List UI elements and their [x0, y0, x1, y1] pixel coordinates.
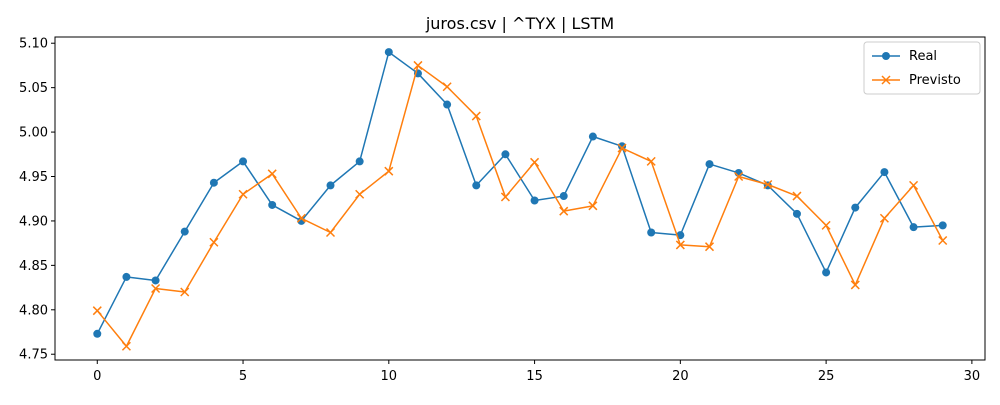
x-tick-label: 5 [239, 369, 247, 384]
y-tick-label: 5.10 [19, 37, 48, 52]
data-point-real [180, 227, 189, 236]
data-point-real [443, 100, 452, 109]
y-tick-label: 5.05 [19, 81, 48, 96]
y-axis: 4.75 4.80 4.85 4.90 4.95 5.00 5.05 5.10 [19, 37, 55, 363]
data-point-previsto [180, 287, 190, 297]
data-point-previsto [413, 60, 423, 70]
data-point-real [588, 132, 597, 141]
series-line-real [96, 51, 943, 335]
x-tick-label: 20 [672, 369, 689, 384]
data-point-previsto [530, 157, 540, 167]
data-point-previsto [734, 171, 744, 182]
y-tick-label: 4.80 [19, 303, 48, 318]
data-point-real [93, 329, 102, 338]
y-tick-label: 4.90 [19, 214, 48, 229]
data-point-real [472, 181, 481, 190]
data-point-previsto [617, 143, 627, 153]
data-point-real [647, 228, 656, 237]
legend-entry-real: Real [872, 49, 937, 64]
data-point-real [151, 276, 160, 285]
data-point-previsto [442, 82, 452, 92]
data-point-previsto [355, 189, 365, 199]
data-point-previsto [850, 280, 860, 290]
data-point-previsto [500, 192, 510, 202]
legend-label-real: Real [909, 49, 937, 64]
data-point-previsto [559, 206, 569, 216]
data-point-real [326, 181, 335, 190]
data-point-previsto [763, 179, 773, 190]
data-point-previsto [296, 213, 306, 223]
x-tick-label: 0 [93, 369, 101, 384]
data-point-previsto [267, 169, 277, 179]
y-tick-label: 5.00 [19, 126, 48, 141]
x-tick-label: 30 [964, 369, 981, 384]
data-point-previsto [704, 242, 715, 252]
y-tick-label: 4.85 [19, 259, 48, 274]
chart-title: juros.csv | ^TYX | LSTM [425, 14, 614, 33]
data-point-previsto [209, 237, 219, 247]
series-line-previsto [96, 64, 944, 347]
data-point-previsto [792, 191, 802, 201]
data-point-real [909, 223, 918, 232]
data-point-previsto [384, 166, 394, 176]
data-point-real [851, 203, 860, 212]
data-point-real [501, 150, 510, 159]
x-tick-label: 25 [818, 369, 835, 384]
data-point-previsto [938, 235, 948, 246]
data-point-previsto [821, 220, 831, 230]
legend: Real Previsto [863, 41, 981, 95]
data-point-real [355, 157, 364, 166]
data-point-previsto [675, 240, 685, 250]
y-tick-label: 4.75 [19, 348, 48, 363]
data-point-previsto [238, 189, 248, 199]
data-point-real [530, 196, 539, 205]
data-point-previsto [879, 213, 889, 223]
data-point-previsto [151, 283, 161, 293]
data-point-real [559, 192, 568, 201]
x-tick-label: 15 [526, 369, 543, 384]
data-point-real [705, 160, 714, 169]
data-point-real [209, 178, 218, 187]
series-layer [92, 48, 948, 351]
data-point-previsto [646, 156, 656, 166]
data-point-real [239, 157, 248, 166]
y-tick-label: 4.95 [19, 170, 48, 185]
plot-frame [54, 36, 986, 361]
legend-entry-previsto: Previsto [872, 73, 961, 88]
data-point-previsto [588, 201, 598, 211]
x-tick-label: 10 [381, 369, 398, 384]
data-point-real [792, 209, 801, 218]
data-point-real [268, 200, 277, 209]
data-point-previsto [121, 341, 131, 351]
legend-marker-real [882, 52, 890, 60]
data-point-real [122, 272, 131, 281]
data-point-real [822, 268, 831, 277]
x-axis: 0 5 10 15 20 25 30 [93, 360, 980, 384]
legend-label-previsto: Previsto [909, 73, 961, 88]
data-point-previsto [92, 306, 102, 316]
data-point-real [938, 221, 947, 230]
legend-box [863, 41, 981, 95]
data-point-real [880, 168, 889, 177]
data-point-previsto [325, 227, 336, 238]
data-point-real [384, 48, 393, 57]
legend-marker-previsto [881, 75, 891, 85]
data-point-previsto [909, 180, 919, 190]
data-point-previsto [471, 111, 481, 121]
